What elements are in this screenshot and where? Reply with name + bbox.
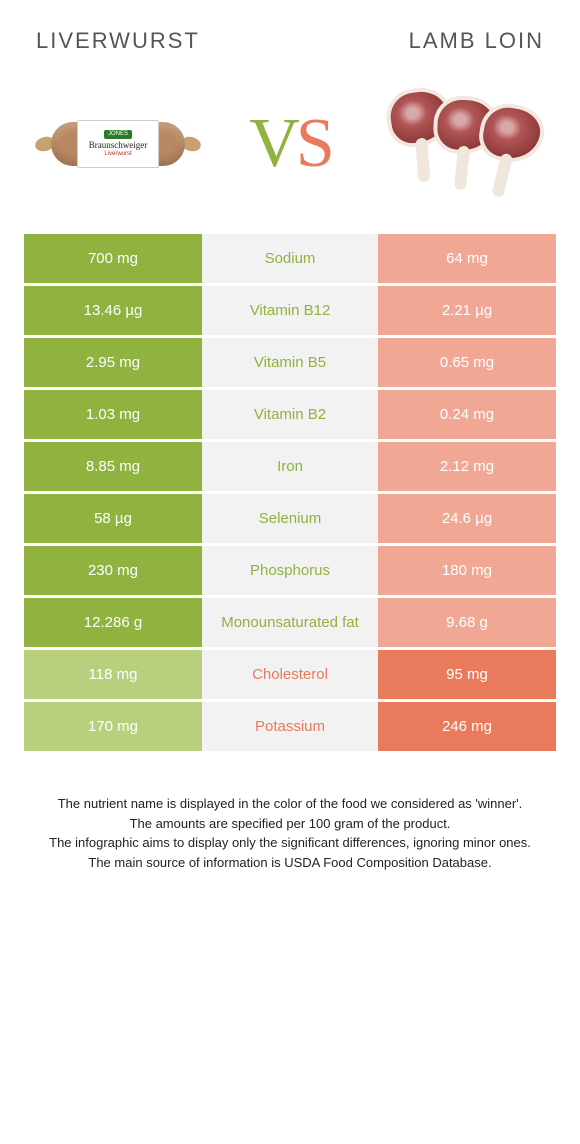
footer-line: The infographic aims to display only the… xyxy=(28,833,552,853)
lamb-loin-image xyxy=(372,74,552,214)
right-value-cell: 24.6 µg xyxy=(378,494,556,543)
footer-line: The amounts are specified per 100 gram o… xyxy=(28,814,552,834)
left-value-cell: 1.03 mg xyxy=(24,390,202,439)
right-value-cell: 246 mg xyxy=(378,702,556,751)
table-row: 2.95 mgVitamin B50.65 mg xyxy=(24,338,556,390)
table-row: 170 mgPotassium246 mg xyxy=(24,702,556,754)
left-value-cell: 8.85 mg xyxy=(24,442,202,491)
left-value-cell: 118 mg xyxy=(24,650,202,699)
liverwurst-package-label: JONES Braunschweiger Liverwurst xyxy=(77,120,159,168)
left-value-cell: 58 µg xyxy=(24,494,202,543)
footer-line: The main source of information is USDA F… xyxy=(28,853,552,873)
nutrient-comparison-table: 700 mgSodium64 mg13.46 µgVitamin B122.21… xyxy=(24,234,556,754)
food-left-title: LIVERWURST xyxy=(36,28,200,54)
left-value-cell: 700 mg xyxy=(24,234,202,283)
table-row: 700 mgSodium64 mg xyxy=(24,234,556,286)
nutrient-name-cell: Vitamin B5 xyxy=(202,338,378,387)
table-row: 1.03 mgVitamin B20.24 mg xyxy=(24,390,556,442)
right-value-cell: 64 mg xyxy=(378,234,556,283)
left-value-cell: 170 mg xyxy=(24,702,202,751)
nutrient-name-cell: Iron xyxy=(202,442,378,491)
nutrient-name-cell: Selenium xyxy=(202,494,378,543)
nutrient-name-cell: Potassium xyxy=(202,702,378,751)
right-value-cell: 2.21 µg xyxy=(378,286,556,335)
right-value-cell: 2.12 mg xyxy=(378,442,556,491)
right-value-cell: 180 mg xyxy=(378,546,556,595)
table-row: 230 mgPhosphorus180 mg xyxy=(24,546,556,598)
table-row: 13.46 µgVitamin B122.21 µg xyxy=(24,286,556,338)
nutrient-name-cell: Monounsaturated fat xyxy=(202,598,378,647)
header-row: LIVERWURST LAMB LOIN xyxy=(0,0,580,66)
food-right-title: LAMB LOIN xyxy=(409,28,544,54)
left-value-cell: 2.95 mg xyxy=(24,338,202,387)
footer-line: The nutrient name is displayed in the co… xyxy=(28,794,552,814)
nutrient-name-cell: Vitamin B12 xyxy=(202,286,378,335)
nutrient-name-cell: Phosphorus xyxy=(202,546,378,595)
vs-label: VS xyxy=(249,104,331,184)
right-value-cell: 0.24 mg xyxy=(378,390,556,439)
liverwurst-image: JONES Braunschweiger Liverwurst xyxy=(28,74,208,214)
left-value-cell: 13.46 µg xyxy=(24,286,202,335)
table-row: 58 µgSelenium24.6 µg xyxy=(24,494,556,546)
table-row: 118 mgCholesterol95 mg xyxy=(24,650,556,702)
right-value-cell: 95 mg xyxy=(378,650,556,699)
hero-row: JONES Braunschweiger Liverwurst VS xyxy=(0,66,580,234)
right-value-cell: 9.68 g xyxy=(378,598,556,647)
nutrient-name-cell: Cholesterol xyxy=(202,650,378,699)
table-row: 8.85 mgIron2.12 mg xyxy=(24,442,556,494)
nutrient-name-cell: Sodium xyxy=(202,234,378,283)
left-value-cell: 230 mg xyxy=(24,546,202,595)
table-row: 12.286 gMonounsaturated fat9.68 g xyxy=(24,598,556,650)
left-value-cell: 12.286 g xyxy=(24,598,202,647)
footer-notes: The nutrient name is displayed in the co… xyxy=(0,778,580,900)
right-value-cell: 0.65 mg xyxy=(378,338,556,387)
nutrient-name-cell: Vitamin B2 xyxy=(202,390,378,439)
